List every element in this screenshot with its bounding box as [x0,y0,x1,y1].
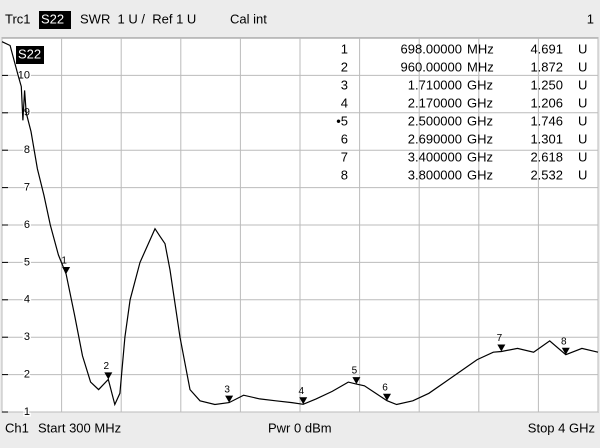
marker-label: 6 [382,382,388,393]
marker [104,372,113,380]
param-box [39,11,71,29]
marker-number: 2 [341,59,348,74]
marker [62,266,71,274]
y-tick-label: 4 [24,294,30,306]
marker-frequency: 3.400000 [408,149,462,164]
marker-number: 3 [341,77,348,92]
value-unit: U [578,59,587,74]
marker [299,397,308,405]
marker-label: 2 [104,361,110,372]
y-tick-label: 2 [24,369,30,381]
frequency-unit: GHz [467,131,493,146]
marker [352,377,361,385]
value-unit: U [578,113,587,128]
channel: Ch1 [5,420,29,435]
frequency-unit: GHz [467,113,493,128]
frequency-unit: MHz [467,59,494,74]
value-unit: U [578,77,587,92]
marker [225,395,234,403]
frequency-unit: GHz [467,77,493,92]
y-tick-label: 1 [24,406,30,418]
frequency-unit: GHz [467,95,493,110]
trace-name: Trc1 [5,11,31,26]
y-tick-label: 10 [18,69,30,81]
marker-frequency: 3.800000 [408,167,462,182]
marker [561,347,570,355]
start: Start 300 MHz [38,420,121,435]
marker-number: 1 [341,41,348,56]
parameter: S22 [41,11,64,26]
marker-label: 1 [61,256,67,267]
marker-value: 4.691 [530,41,563,56]
marker-value: 1.746 [530,113,563,128]
frequency-unit: GHz [467,167,493,182]
marker-value: 1.301 [530,131,563,146]
frequency-unit: MHz [467,41,494,56]
stop: Stop 4 GHz [528,420,595,435]
marker-frequency: 698.00000 [401,41,462,56]
format: SWR 1 U / Ref 1 U [80,11,196,26]
marker-label: 8 [561,336,567,347]
cal-status: Cal int [230,11,267,26]
marker [497,344,506,352]
trace-label-box [16,46,44,64]
value-unit: U [578,95,587,110]
value-unit: U [578,167,587,182]
trace [1,41,599,407]
marker-value: 1.206 [530,95,563,110]
marker-number: 8 [341,167,348,182]
marker-label: 3 [224,384,230,395]
marker-number: 7 [341,149,348,164]
channel-number: 1 [587,11,594,26]
y-tick-label: 6 [24,219,30,231]
marker-frequency: 2.690000 [408,131,462,146]
value-unit: U [578,149,587,164]
value-unit: U [578,131,587,146]
marker-value: 2.618 [530,149,563,164]
y-tick-label: 9 [24,107,30,119]
y-tick-label: 8 [24,144,30,156]
marker-value: 2.532 [530,167,563,182]
y-tick-label: 5 [24,256,30,268]
frequency-unit: GHz [467,149,493,164]
marker-frequency: 960.00000 [401,59,462,74]
power: Pwr 0 dBm [268,420,332,435]
y-tick-label: 3 [24,331,30,343]
marker-number: 6 [341,131,348,146]
marker-frequency: 1.710000 [408,77,462,92]
trace-label: S22 [18,46,41,61]
marker-value: 1.250 [530,77,563,92]
marker-label: 5 [352,366,358,377]
marker-frequency: 2.500000 [408,113,462,128]
marker-number: •5 [336,113,348,128]
marker-number: 4 [341,95,348,110]
y-tick-label: 7 [24,182,30,194]
marker-label: 4 [298,386,304,397]
marker-value: 1.872 [530,59,563,74]
marker [382,393,391,401]
marker-frequency: 2.170000 [408,95,462,110]
marker-label: 7 [497,333,503,344]
value-unit: U [578,41,587,56]
